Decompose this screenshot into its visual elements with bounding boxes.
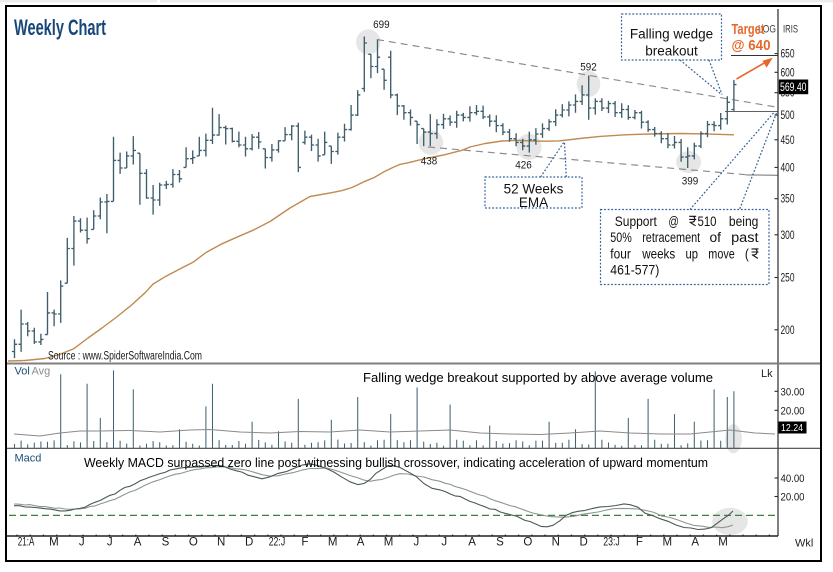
svg-text:O: O (189, 537, 198, 549)
svg-text:past: past (731, 230, 759, 245)
svg-text:350: 350 (781, 194, 795, 206)
svg-text:21:A: 21:A (18, 537, 35, 549)
svg-text:A: A (468, 537, 476, 549)
svg-text:A: A (357, 537, 365, 549)
svg-text:M: M (384, 537, 394, 549)
svg-text:20.00: 20.00 (781, 492, 805, 504)
svg-text:F: F (301, 537, 308, 549)
svg-text:23:J: 23:J (603, 537, 620, 549)
svg-text:D: D (245, 537, 253, 549)
svg-text:Macd: Macd (15, 453, 42, 465)
svg-text:Target: Target (732, 22, 765, 38)
svg-text:Avg: Avg (32, 366, 51, 378)
svg-text:N: N (552, 537, 560, 549)
svg-text:breakout: breakout (645, 44, 698, 59)
svg-text:510: 510 (698, 214, 717, 229)
svg-text:250: 250 (781, 273, 795, 285)
svg-text:461-577): 461-577) (610, 262, 659, 277)
svg-text:IRIS: IRIS (783, 24, 798, 36)
svg-text:Weekly MACD surpassed zero lin: Weekly MACD surpassed zero line post wit… (84, 456, 708, 470)
svg-text:400: 400 (781, 162, 795, 174)
svg-text:Weekly Chart: Weekly Chart (14, 15, 106, 40)
svg-text:592: 592 (580, 62, 597, 74)
svg-text:being: being (729, 214, 759, 229)
svg-text:30.00: 30.00 (781, 386, 805, 398)
svg-text:(: ( (745, 246, 749, 261)
svg-text:200: 200 (781, 325, 795, 337)
svg-text:@ 640: @ 640 (732, 38, 771, 54)
svg-text:569.40: 569.40 (780, 82, 807, 94)
svg-text:Falling wedge breakout support: Falling wedge breakout supported by abov… (363, 371, 713, 385)
svg-text:J: J (441, 537, 447, 549)
svg-text:J: J (414, 537, 420, 549)
svg-text:Source : www.SpiderSoftwareInd: Source : www.SpiderSoftwareIndia.Com (48, 351, 202, 363)
svg-text:EMA: EMA (519, 195, 548, 210)
svg-text:20.00: 20.00 (781, 405, 805, 417)
svg-text:300: 300 (781, 230, 795, 242)
svg-text:22:J: 22:J (269, 537, 286, 549)
svg-text:A: A (691, 537, 699, 549)
svg-text:four: four (610, 246, 631, 261)
svg-text:Wkl: Wkl (795, 538, 813, 550)
svg-text:12.24: 12.24 (781, 422, 803, 434)
svg-text:Vol: Vol (15, 366, 30, 378)
svg-text:A: A (134, 537, 142, 549)
svg-text:699: 699 (373, 19, 390, 31)
svg-text:40.00: 40.00 (781, 473, 805, 485)
svg-text:weeks: weeks (641, 246, 675, 261)
svg-text:J: J (79, 537, 85, 549)
svg-text:50%: 50% (610, 230, 632, 245)
svg-text:M: M (663, 537, 673, 549)
svg-text:438: 438 (421, 155, 438, 167)
svg-text:move: move (708, 246, 735, 261)
svg-text:Lk: Lk (761, 368, 773, 380)
svg-text:M: M (718, 537, 728, 549)
svg-text:S: S (162, 537, 170, 549)
svg-text:650: 650 (781, 49, 795, 61)
svg-text:Falling wedge: Falling wedge (630, 27, 713, 42)
svg-text:D: D (579, 537, 587, 549)
svg-text:F: F (636, 537, 643, 549)
svg-text:N: N (217, 537, 225, 549)
svg-text:M: M (49, 537, 59, 549)
svg-text:of: of (710, 230, 722, 245)
svg-text:up: up (686, 246, 699, 261)
svg-text:M: M (328, 537, 338, 549)
svg-text:450: 450 (781, 135, 795, 147)
svg-text:retracement: retracement (642, 230, 700, 245)
svg-text:@: @ (668, 214, 679, 229)
svg-text:S: S (496, 537, 504, 549)
svg-text:399: 399 (682, 176, 699, 188)
svg-text:500: 500 (781, 110, 795, 122)
svg-text:Support: Support (615, 214, 657, 229)
svg-text:O: O (523, 537, 532, 549)
svg-text:426: 426 (515, 159, 532, 171)
svg-text:J: J (107, 537, 113, 549)
svg-text:600: 600 (781, 67, 795, 79)
